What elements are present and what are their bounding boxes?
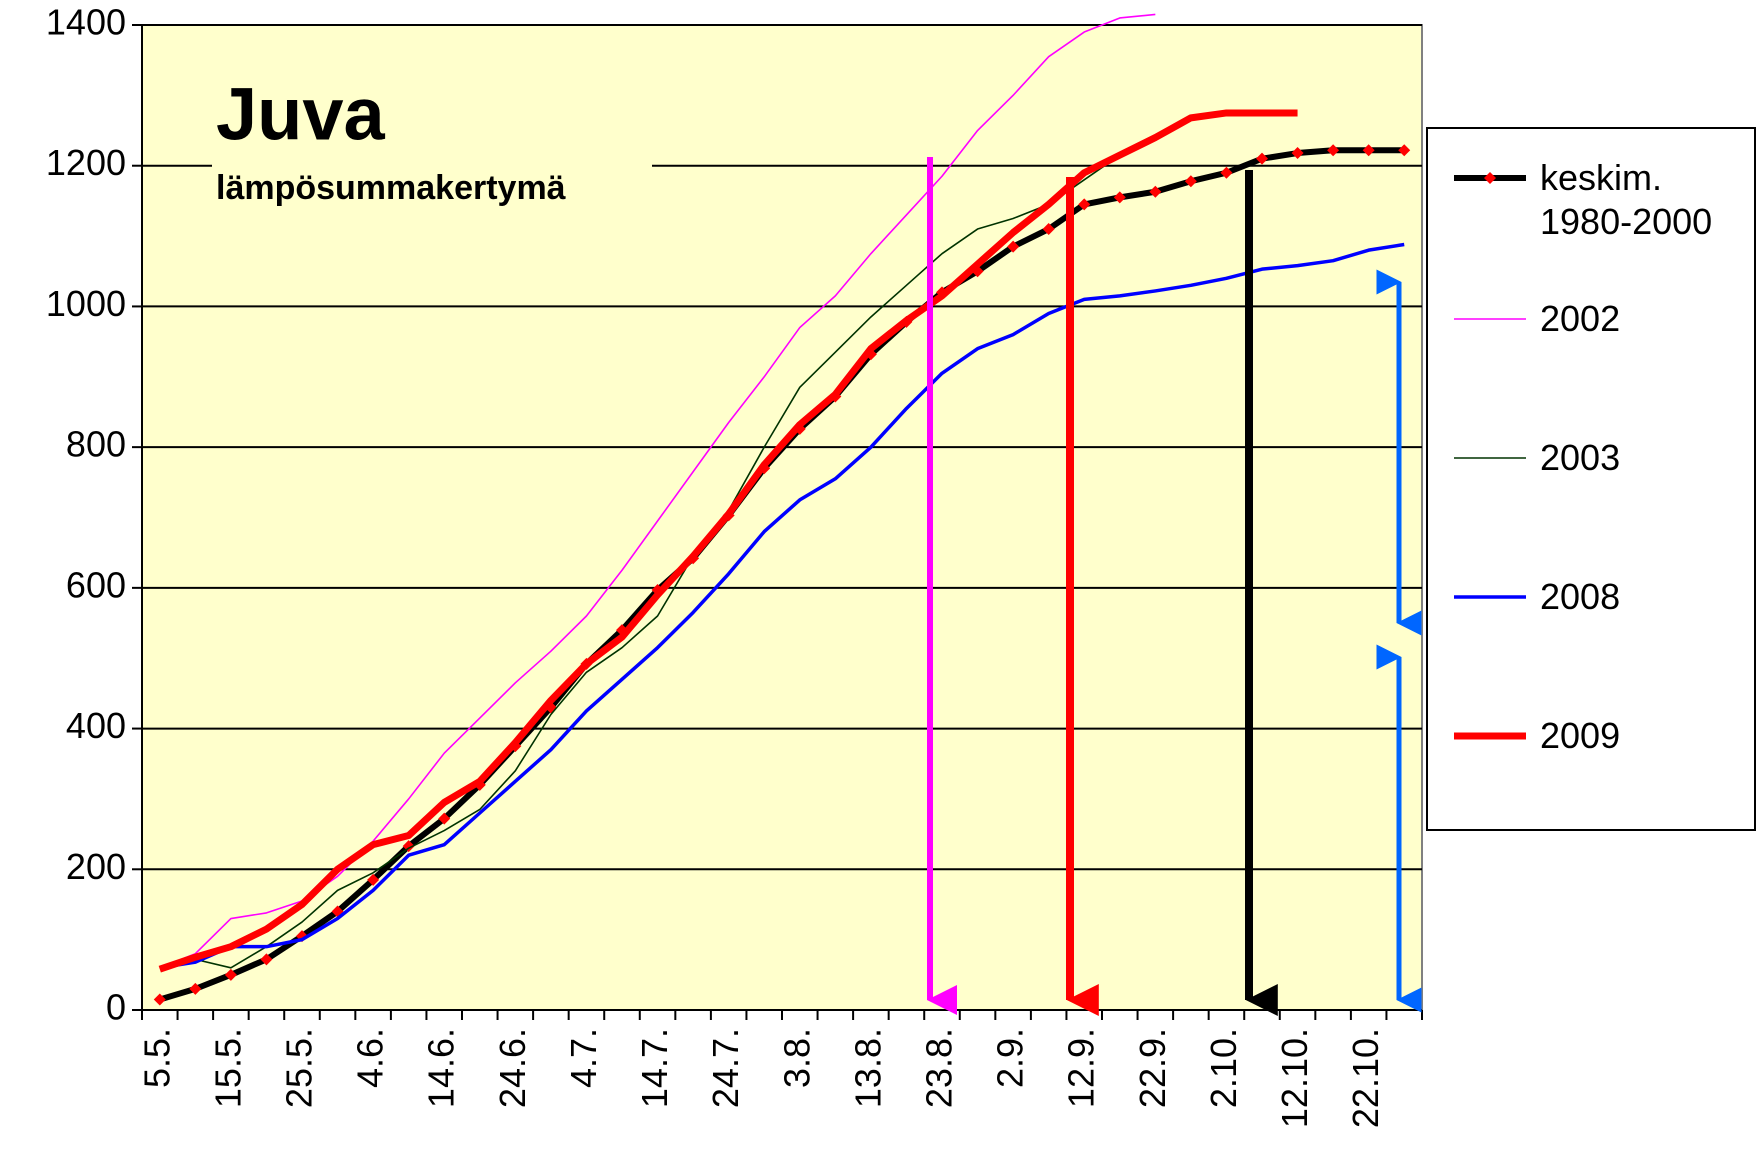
y-tick-label: 1400 [46,2,126,43]
y-tick-label: 1200 [46,142,126,183]
legend-item: 2008 [1428,576,1740,619]
y-tick-label: 600 [66,564,126,605]
x-tick-label: 2.10. [1203,1028,1244,1108]
x-tick-label: 24.6. [492,1028,533,1108]
data-point [438,812,451,825]
legend-marker [1484,172,1496,184]
legend-label: 2003 [1540,437,1621,478]
data-point [1113,191,1126,204]
x-tick-label: 12.10. [1274,1028,1315,1128]
data-point [153,993,166,1006]
legend-swatch [1454,172,1526,184]
legend-swatch [1454,595,1526,599]
y-tick-label: 200 [66,846,126,887]
data-point [1256,152,1268,165]
legend: keskim. 1980-2000 2002 2003 2008 2009 [1426,127,1756,831]
series-line [159,242,1405,970]
x-tick-label: 5.5. [136,1028,177,1088]
x-tick-label: 4.7. [563,1028,604,1088]
legend-label: keskim. 1980-2000 [1540,157,1713,242]
x-tick-label: 3.8. [776,1028,817,1088]
data-point [1149,185,1162,198]
data-point [1398,144,1411,157]
x-tick-label: 23.8. [919,1028,960,1108]
legend-item: keskim. 1980-2000 [1428,157,1740,244]
data-point [260,953,273,966]
y-tick-label: 400 [66,705,126,746]
series-line [158,109,1298,973]
x-tick-label: 22.9. [1132,1028,1173,1108]
data-point [1042,223,1055,236]
legend-swatch [1454,457,1526,459]
data-point [1078,198,1091,211]
title-bg [212,92,402,150]
y-tick-label: 0 [106,987,126,1028]
data-point [1184,175,1197,188]
legend-label: 2002 [1540,298,1621,339]
legend-item: 2002 [1428,298,1740,341]
x-tick-label: 14.7. [634,1028,675,1108]
y-tick-label: 800 [66,424,126,465]
legend-swatch [1454,732,1526,740]
x-tick-label: 4.6. [350,1028,391,1088]
y-tick-label: 1000 [46,283,126,324]
data-point [1362,144,1375,157]
x-tick-label: 14.6. [421,1028,462,1108]
legend-label: 2008 [1540,576,1621,617]
legend-item: 2009 [1428,715,1740,758]
x-tick-label: 13.8. [847,1028,888,1108]
x-tick-label: 2.9. [990,1028,1031,1088]
x-tick-label: 12.9. [1061,1028,1102,1108]
x-tick-label: 24.7. [705,1028,746,1108]
chart-subtitle: lämpösummakertymä [216,169,566,207]
legend-item: 2003 [1428,437,1740,480]
x-tick-label: 22.10. [1345,1028,1386,1128]
data-point [1291,147,1304,160]
legend-swatch [1454,318,1526,320]
chart-title: Juva [216,73,386,156]
series-line [159,119,1192,969]
data-point [189,982,202,995]
data-point [1007,240,1020,253]
data-point [224,968,237,981]
data-point [367,873,380,886]
data-point [1327,144,1340,157]
legend-label: 2009 [1540,715,1621,756]
data-point [1220,166,1233,179]
data-point [402,840,415,853]
x-tick-label: 15.5. [207,1028,248,1108]
subtitle-bg [212,164,652,214]
x-tick-label: 25.5. [279,1028,320,1108]
